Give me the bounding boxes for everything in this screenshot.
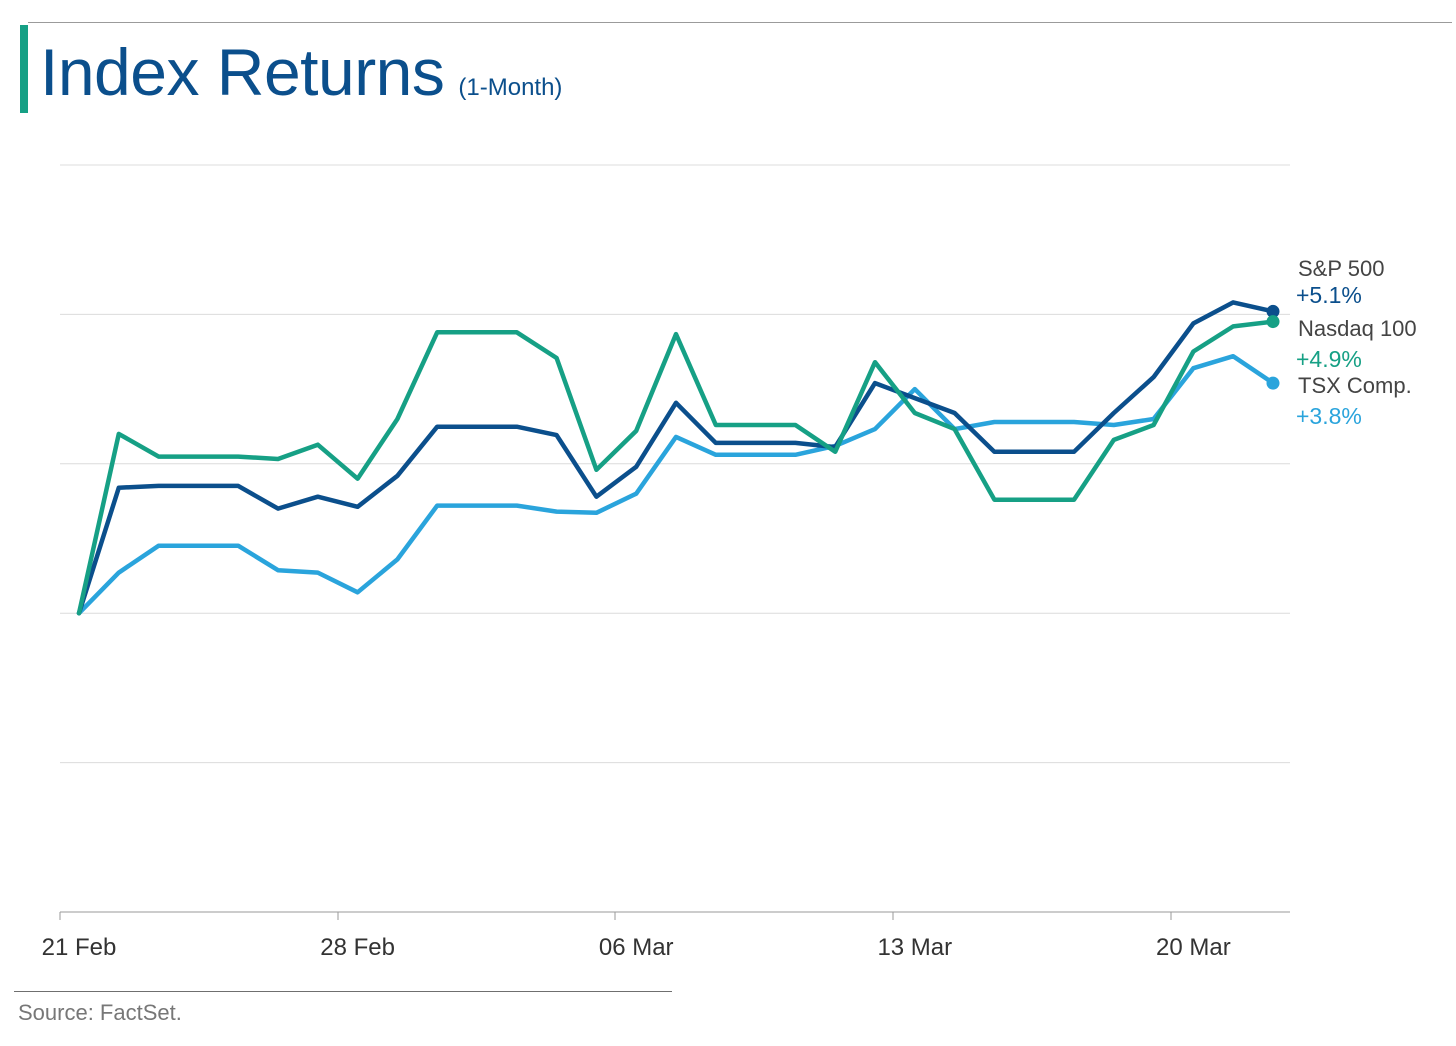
title-block: Index Returns (1-Month) [40, 28, 562, 116]
title-accent-bar [20, 25, 28, 113]
x-tick-label: 20 Mar [1156, 934, 1231, 961]
series-end-labels: S&P 500+5.1% Nasdaq 100 +4.9%TSX Comp. +3.8… [1266, 256, 1417, 429]
chart-title: Index Returns [40, 35, 445, 109]
footer-rule [14, 991, 672, 992]
series-value-label: +4.9% [1296, 346, 1362, 372]
chart-gridlines [60, 164, 1290, 764]
series-name-label: Nasdaq 100 [1298, 316, 1417, 341]
top-rule [28, 22, 1452, 23]
series-line [76, 353, 1276, 616]
source-note: Source: FactSet. [18, 1000, 182, 1025]
series-line [76, 319, 1276, 616]
x-axis: 21 Feb 28 Feb 06 Mar 13 Mar 20 Mar [42, 911, 1290, 961]
chart-series-lines [76, 300, 1276, 616]
x-tick-label: 21 Feb [42, 934, 117, 961]
x-tick-label: 06 Mar [599, 934, 674, 961]
series-line [76, 300, 1276, 616]
series-value-label: +5.1% [1296, 282, 1362, 308]
series-name-label: S&P 500 [1298, 256, 1384, 281]
series-end-marker [1266, 304, 1280, 318]
series-name-label: TSX Comp. [1298, 373, 1412, 398]
series-end-marker [1266, 315, 1280, 329]
series-value-label: +3.8% [1296, 403, 1362, 429]
series-end-marker [1266, 376, 1280, 390]
x-tick-label: 13 Mar [877, 934, 952, 961]
chart-subtitle: (1-Month) [458, 74, 563, 101]
x-tick-label: 28 Feb [320, 934, 395, 961]
